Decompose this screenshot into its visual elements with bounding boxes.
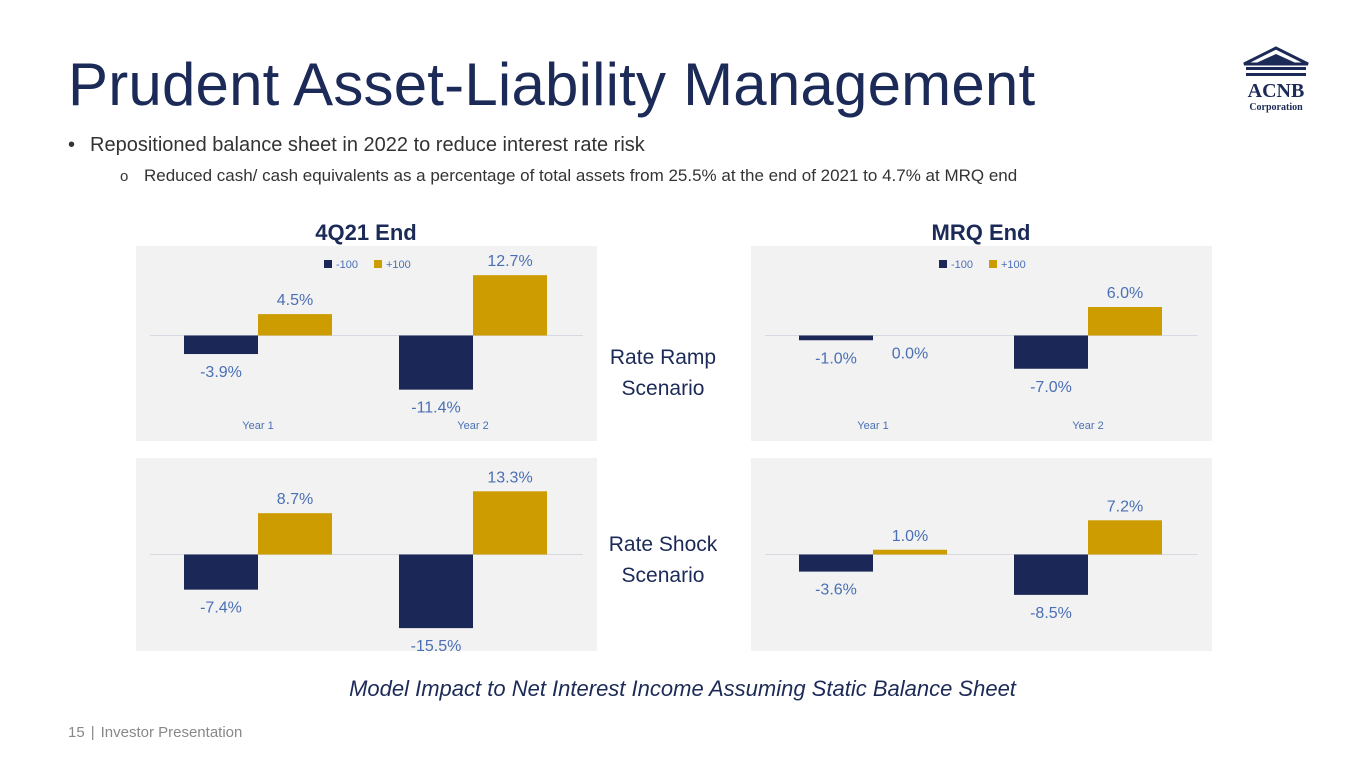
logo-subtitle: Corporation	[1249, 102, 1303, 113]
legend-swatch	[939, 260, 947, 268]
legend-label: -100	[951, 259, 973, 271]
page-title: Prudent Asset-Liability Management	[68, 51, 1036, 118]
legend-swatch	[324, 260, 332, 268]
bar-plus100-year-1	[258, 314, 332, 336]
data-label: 12.7%	[487, 253, 532, 270]
data-label: -15.5%	[411, 638, 462, 651]
chart-footnote: Model Impact to Net Interest Income Assu…	[349, 676, 1016, 701]
chart-ramp-4q21: -3.9% -11.4% 4.5% 12.7% Year 1 Year 2 -100 +100	[136, 246, 597, 441]
bar-minus100-year-1	[799, 554, 873, 572]
bullet-main-text: Repositioned balance sheet in 2022 to re…	[90, 134, 645, 156]
chart-shock-4q21: -7.4% -15.5% 8.7% 13.3%	[136, 458, 597, 651]
category-label: Year 2	[457, 420, 488, 432]
bar-minus100-year-1	[799, 335, 873, 341]
bar-minus100-year-1	[184, 554, 258, 590]
scenario-shock-line1: Rate Shock	[608, 533, 718, 556]
bar-plus100-year-2	[473, 491, 547, 555]
bullet-sub-text: Reduced cash/ cash equivalents as a perc…	[144, 166, 1018, 185]
scenario-shock-line2: Scenario	[621, 564, 705, 587]
bank-building-icon: ACNB Corporation	[1243, 46, 1309, 113]
legend-label: +100	[1001, 259, 1026, 271]
scenario-label-shock: Rate Shock Scenario	[598, 529, 728, 591]
chart-shock-4q21-svg: -7.4% -15.5% 8.7% 13.3%	[150, 469, 583, 651]
footer-label: Investor Presentation	[100, 724, 243, 741]
column-header-4q21: 4Q21 End	[315, 220, 417, 245]
bar-minus100-year-2	[1014, 554, 1088, 595]
page-number: 15	[68, 724, 85, 741]
data-label: -7.4%	[200, 600, 242, 617]
scenario-ramp-line1: Rate Ramp	[609, 346, 717, 369]
data-label: 1.0%	[892, 528, 928, 545]
bullet-sub: o Reduced cash/ cash equivalents as a per…	[120, 166, 1017, 186]
data-label: 0.0%	[892, 346, 928, 363]
bullet-marker: •	[68, 134, 76, 156]
sub-bullet-marker: o	[120, 168, 129, 185]
bar-plus100-year-1	[873, 549, 947, 555]
bar-minus100-year-2	[399, 335, 473, 390]
legend-label: -100	[336, 259, 358, 271]
data-label: 13.3%	[487, 469, 532, 486]
bar-plus100-year-1	[258, 513, 332, 555]
category-label: Year 1	[242, 420, 273, 432]
bar-plus100-year-2	[1088, 307, 1162, 336]
chart-shock-mrq: -3.6% -8.5% 1.0% 7.2%	[751, 458, 1212, 651]
column-header-mrq: MRQ End	[931, 220, 1031, 245]
data-label: -3.6%	[815, 582, 857, 599]
data-label: 4.5%	[277, 292, 313, 309]
data-label: 6.0%	[1107, 285, 1143, 302]
logo-name: ACNB	[1248, 80, 1305, 102]
bar-minus100-year-2	[399, 554, 473, 629]
legend-label: +100	[386, 259, 411, 271]
chart-shock-mrq-svg: -3.6% -8.5% 1.0% 7.2%	[765, 498, 1198, 622]
legend-swatch	[989, 260, 997, 268]
bar-minus100-year-1	[184, 335, 258, 355]
bar-plus100-year-2	[1088, 520, 1162, 555]
data-label: -11.4%	[411, 400, 461, 417]
scenario-label-ramp: Rate Ramp Scenario	[598, 342, 728, 404]
scenario-ramp-line2: Scenario	[621, 377, 705, 400]
footer: 15 | Investor Presentation	[68, 724, 242, 741]
data-label: 8.7%	[277, 491, 313, 508]
chart-ramp-4q21-svg: -3.9% -11.4% 4.5% 12.7% Year 1 Year 2 -100 +100	[150, 253, 583, 432]
data-label: -7.0%	[1030, 379, 1072, 396]
data-label: -8.5%	[1030, 605, 1072, 622]
chart-ramp-mrq: -1.0% -7.0% 0.0% 6.0% Year 1 Year 2 -100 +100	[751, 246, 1212, 441]
footer-separator: |	[90, 724, 95, 741]
data-label: -3.9%	[200, 364, 242, 381]
category-label: Year 1	[857, 420, 888, 432]
category-label: Year 2	[1072, 420, 1103, 432]
data-label: 7.2%	[1107, 498, 1143, 515]
data-label: -1.0%	[815, 350, 857, 367]
acnb-logo: ACNB Corporation	[1240, 44, 1312, 124]
legend-swatch	[374, 260, 382, 268]
bullet-main: • Repositioned balance sheet in 2022 to r…	[68, 134, 645, 157]
bar-minus100-year-2	[1014, 335, 1088, 369]
chart-ramp-mrq-svg: -1.0% -7.0% 0.0% 6.0% Year 1 Year 2 -100 +100	[765, 259, 1198, 432]
bar-plus100-year-2	[473, 275, 547, 336]
